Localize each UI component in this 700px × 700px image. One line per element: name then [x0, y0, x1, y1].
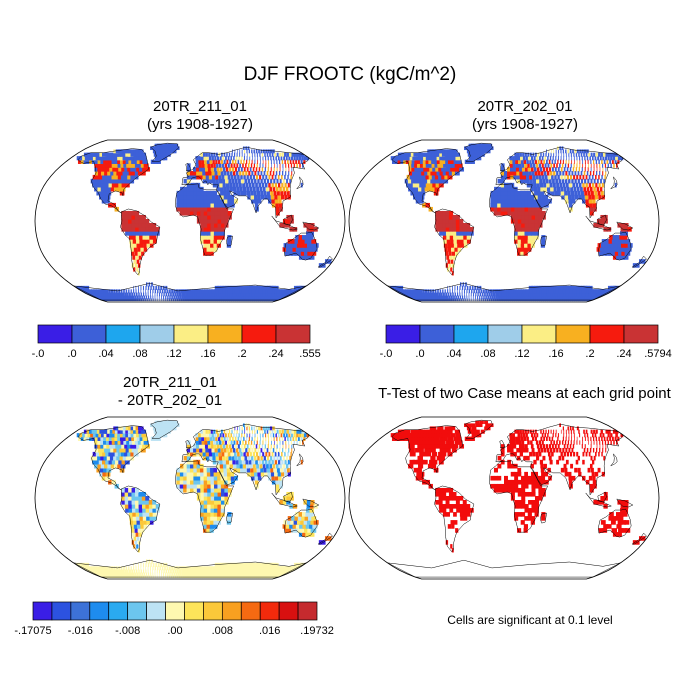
map-case1-border: [34, 139, 346, 303]
colorbar-case1-box: [139, 324, 175, 344]
colorbar-diff-box: [32, 601, 53, 621]
colorbar-case2-label: -.0: [380, 348, 393, 360]
map-ttest-cells: [390, 420, 646, 553]
colorbar-case2-label: .08: [480, 348, 495, 360]
colorbar-case2-box: [555, 324, 591, 344]
colorbar-diff-label: -.17075: [14, 625, 51, 637]
colorbar-case1-box: [71, 324, 107, 344]
colorbar-case2-box: [589, 324, 625, 344]
figure-title: DJF FROOTC (kgC/m^2): [243, 64, 457, 85]
colorbar-diff-label: -.008: [115, 625, 140, 637]
map-case1-cells: [76, 143, 332, 302]
colorbar-case1-box: [207, 324, 243, 344]
map-diff-cells: [76, 420, 332, 579]
colorbar-case1-label: .0: [67, 348, 76, 360]
colorbar-case2-box: [385, 324, 421, 344]
colorbar-diff-box: [70, 601, 91, 621]
colorbar-diff-box: [165, 601, 185, 621]
colorbar-diff-box: [297, 601, 318, 621]
colorbar-diff-box: [127, 601, 147, 621]
colorbar-case1-box: [275, 324, 311, 344]
panel-title-case1-line2: (yrs 1908-1927): [147, 116, 253, 133]
map-ttest: [348, 416, 660, 580]
map-diff-coastlines: [73, 419, 333, 578]
colorbar-diff-box: [240, 601, 261, 621]
colorbar-diff-label: .008: [212, 625, 233, 637]
colorbar-case1-label: .16: [200, 348, 215, 360]
colorbar-case1-label: .04: [98, 348, 113, 360]
colorbar-diff-label: -.016: [68, 625, 93, 637]
colorbar-diff-box: [259, 601, 280, 621]
colorbar-case2-label: .24: [616, 348, 631, 360]
colorbar-diff-box: [51, 601, 72, 621]
colorbar-diff-box: [278, 601, 299, 621]
colorbar-diff-label: .00: [167, 625, 182, 637]
colorbar-case2: -.0 .0 .04 .08 .12 .16 .2 .24 .5794: [380, 324, 672, 360]
map-ttest-coastlines: [387, 419, 647, 578]
colorbar-case2-label: .04: [446, 348, 461, 360]
panel-title-case1: 20TR_211_01 (yrs 1908-1927): [60, 98, 340, 134]
colorbar-case1-box: [105, 324, 141, 344]
map-case2-coastlines: [387, 142, 647, 301]
colorbar-case2-label: .0: [415, 348, 424, 360]
colorbar-case2-label: .2: [585, 348, 594, 360]
colorbar-case1-box: [37, 324, 73, 344]
panel-title-case2-line2: (yrs 1908-1927): [472, 116, 578, 133]
panel-title-case2-line1: 20TR_202_01: [477, 98, 573, 115]
panel-title-ttest: T-Test of two Case means at each grid po…: [378, 385, 671, 402]
colorbar-case2-label: .5794: [644, 348, 672, 360]
panel-title-diff-line2: - 20TR_202_01: [117, 392, 223, 409]
colorbar-diff-box: [184, 601, 204, 621]
colorbar-case1-label: .12: [166, 348, 181, 360]
panel-title-diff: 20TR_211_01 - 20TR_202_01: [45, 374, 295, 410]
panel-title-case1-line1: 20TR_211_01: [153, 98, 247, 115]
colorbar-case1-label: .24: [268, 348, 283, 360]
colorbar-case1-label: .555: [299, 348, 320, 360]
colorbar-case2-box: [487, 324, 523, 344]
colorbar-case1-box: [173, 324, 209, 344]
colorbar-case2-label: .16: [548, 348, 563, 360]
colorbar-diff-box: [221, 601, 242, 621]
map-case2-cells: [390, 143, 646, 302]
map-case2: [348, 139, 660, 303]
panel-title-case2: 20TR_202_01 (yrs 1908-1927): [385, 98, 665, 134]
significance-note: Cells are significant at 0.1 level: [447, 613, 613, 627]
map-case2-border: [348, 139, 660, 303]
colorbar-case1-label: .2: [237, 348, 246, 360]
colorbar-case1-label: .08: [132, 348, 147, 360]
colorbar-diff: -.17075 -.016 -.008 .00 .008 .016 .19732: [14, 601, 334, 637]
colorbar-case2-box: [623, 324, 659, 344]
colorbar-case2-box: [453, 324, 489, 344]
map-case1: [34, 139, 346, 303]
map-diff-border: [34, 416, 346, 580]
colorbar-case2-box: [419, 324, 455, 344]
colorbar-case2-label: .12: [514, 348, 529, 360]
map-diff: [34, 416, 346, 580]
colorbar-case1: -.0 .0 .04 .08 .12 .16 .2 .24 .555: [32, 324, 321, 360]
colorbar-diff-label: .19732: [300, 625, 334, 637]
panel-title-diff-line1: 20TR_211_01: [123, 374, 217, 391]
colorbar-diff-box: [146, 601, 166, 621]
colorbar-diff-box: [89, 601, 110, 621]
map-ttest-ocean: [349, 417, 659, 579]
colorbar-case1-box: [241, 324, 277, 344]
map-case1-coastlines: [73, 142, 333, 301]
colorbar-case1-label: -.0: [32, 348, 45, 360]
colorbar-diff-label: .016: [259, 625, 280, 637]
colorbar-diff-box: [203, 601, 223, 621]
colorbar-case2-box: [521, 324, 557, 344]
map-ttest-border: [348, 416, 660, 580]
colorbar-diff-box: [108, 601, 129, 621]
